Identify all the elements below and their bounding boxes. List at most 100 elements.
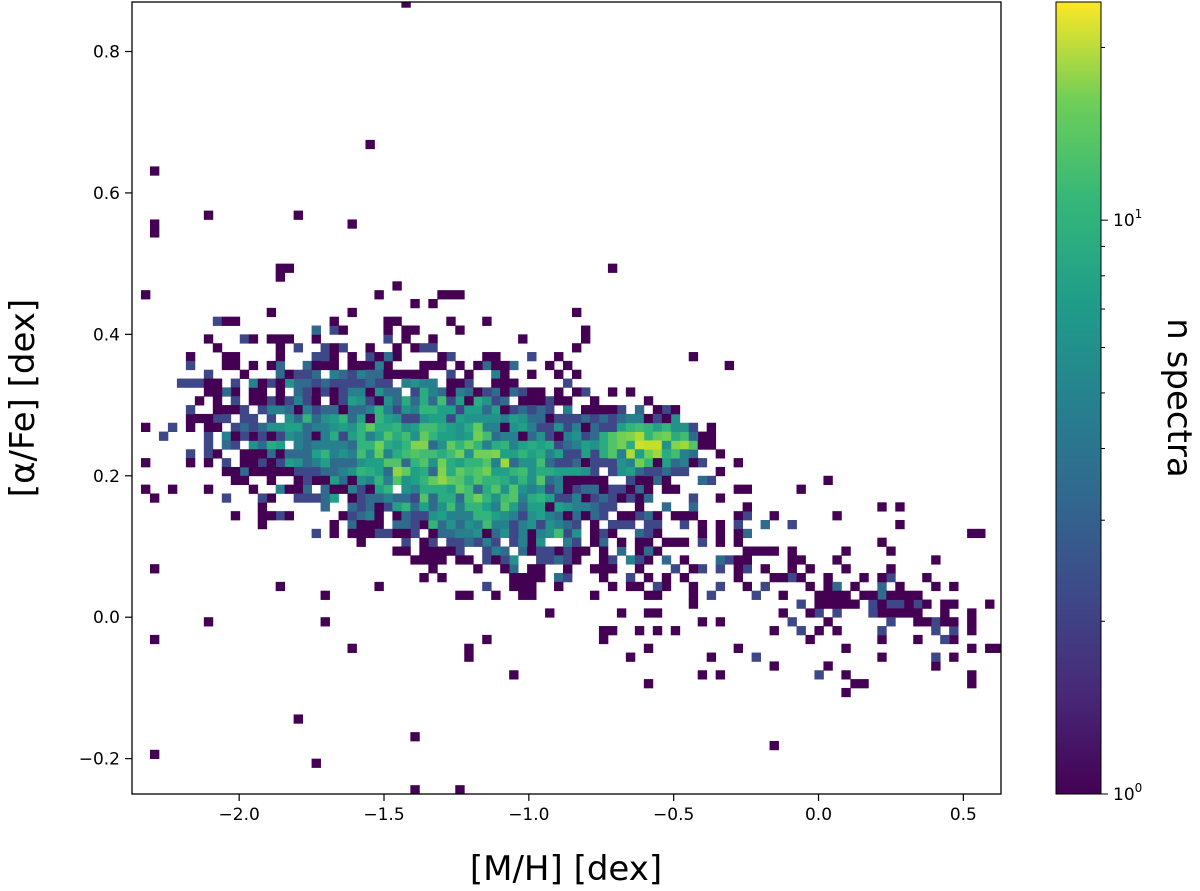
heatmap-cell — [455, 378, 465, 388]
heatmap-cell — [554, 528, 564, 539]
heatmap-cell — [895, 502, 905, 512]
heatmap-cell — [787, 564, 797, 574]
heatmap-cell — [697, 431, 708, 441]
heatmap-cell — [625, 422, 636, 432]
heatmap-cell — [814, 590, 824, 600]
heatmap-cell — [482, 413, 492, 424]
heatmap-cell — [554, 431, 564, 441]
heatmap-cell — [536, 537, 546, 547]
heatmap-cell — [293, 369, 304, 379]
heatmap-cell — [913, 617, 923, 627]
heatmap-cell — [527, 581, 537, 592]
heatmap-cell — [302, 396, 312, 406]
heatmap-cell — [428, 564, 438, 574]
heatmap-cell — [347, 369, 357, 379]
heatmap-cell — [545, 466, 555, 477]
heatmap-cell — [311, 466, 321, 477]
heatmap-cell — [769, 573, 779, 583]
heatmap-cell — [607, 431, 618, 441]
heatmap-cell — [509, 484, 519, 494]
heatmap-cell — [167, 422, 178, 432]
heatmap-cell — [563, 413, 573, 424]
heatmap-cell — [563, 493, 573, 503]
heatmap-cell — [697, 440, 708, 450]
heatmap-cell — [338, 511, 348, 521]
heatmap-cell — [706, 652, 717, 662]
heatmap-cell — [733, 528, 744, 539]
heatmap-cell — [221, 352, 232, 362]
heatmap-cell — [545, 458, 555, 468]
heatmap-cell — [221, 316, 232, 326]
heatmap-cell — [320, 484, 330, 494]
heatmap-cell — [491, 352, 501, 362]
heatmap-cell — [248, 449, 259, 459]
heatmap-cell — [302, 449, 312, 459]
heatmap-cell — [473, 528, 483, 539]
heatmap-cell — [410, 785, 420, 794]
heatmap-cell — [545, 608, 555, 618]
heatmap-cell — [338, 422, 348, 432]
heatmap-cell — [886, 546, 896, 556]
heatmap-cell — [500, 449, 510, 459]
heatmap-cell — [284, 263, 295, 273]
heatmap-cell — [823, 581, 833, 592]
heatmap-cell — [257, 493, 268, 503]
heatmap-cell — [643, 475, 654, 486]
heatmap-cell — [266, 449, 277, 459]
heatmap-cell — [419, 519, 429, 530]
heatmap-cell — [338, 369, 348, 379]
heatmap-cell — [329, 387, 339, 397]
heatmap-cell — [464, 537, 474, 547]
heatmap-cell — [455, 590, 465, 600]
heatmap-cell — [598, 493, 609, 503]
heatmap-cell — [338, 413, 348, 424]
heatmap-cell — [212, 378, 223, 388]
heatmap-cell — [347, 219, 357, 229]
heatmap-cell — [275, 263, 286, 273]
heatmap-cell — [949, 626, 959, 636]
heatmap-cell — [679, 440, 690, 450]
heatmap-cell — [383, 387, 393, 397]
heatmap-cell — [473, 519, 483, 530]
heatmap-cell — [185, 422, 196, 432]
heatmap-cell — [320, 440, 330, 450]
heatmap-cell — [913, 634, 923, 645]
heatmap-cell — [616, 493, 627, 503]
heatmap-cell — [410, 732, 420, 742]
heatmap-cell — [464, 449, 474, 459]
x-tick-label: −0.5 — [653, 805, 694, 825]
heatmap-cell — [545, 360, 555, 371]
heatmap-cell — [661, 405, 672, 415]
heatmap-cell — [392, 405, 402, 415]
heatmap-cell — [652, 405, 663, 415]
heatmap-cell — [554, 573, 564, 583]
heatmap-cell — [634, 458, 645, 468]
heatmap-cell — [625, 652, 636, 662]
heatmap-cell — [607, 528, 618, 539]
heatmap-cell — [616, 449, 627, 459]
heatmap-cell — [464, 422, 474, 432]
heatmap-cell — [598, 449, 609, 459]
heatmap-cell — [643, 511, 654, 521]
heatmap-cell — [365, 475, 375, 486]
heatmap-cell — [634, 581, 645, 592]
heatmap-cell — [455, 519, 465, 530]
heatmap-cell — [491, 590, 501, 600]
heatmap-cell — [338, 378, 348, 388]
heatmap-cell — [374, 502, 384, 512]
heatmap-cell — [464, 378, 474, 388]
heatmap-cell — [661, 475, 672, 486]
heatmap-cell — [733, 511, 744, 521]
heatmap-cell — [634, 422, 645, 432]
heatmap-cell — [401, 334, 411, 344]
heatmap-cell — [419, 422, 429, 432]
heatmap-cell — [410, 440, 420, 450]
heatmap-cell — [572, 307, 582, 318]
heatmap-cell — [464, 555, 474, 565]
heatmap-cell — [913, 590, 923, 600]
heatmap-cell — [616, 511, 627, 521]
heatmap-cell — [643, 431, 654, 441]
y-tick-label: 0.8 — [93, 43, 120, 63]
heatmap-cell — [841, 687, 851, 698]
heatmap-cell — [895, 599, 905, 609]
